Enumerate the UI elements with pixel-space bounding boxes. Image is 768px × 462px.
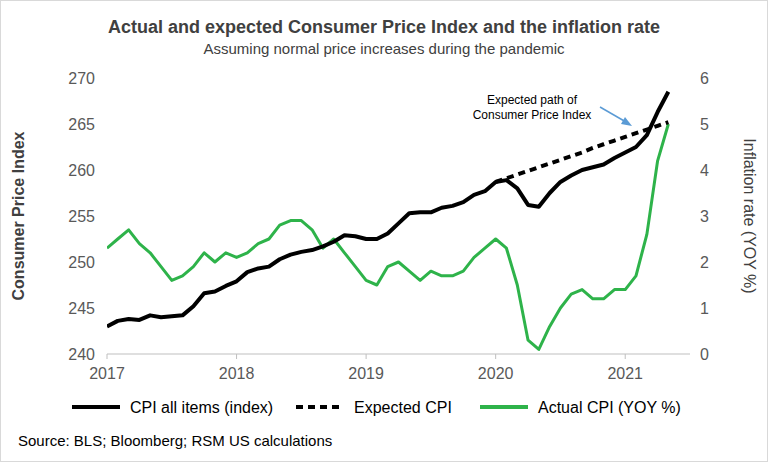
- arrow-line: [600, 107, 626, 122]
- plot-area: [107, 92, 668, 350]
- annotation: Expected path of: [487, 93, 578, 107]
- y-tick-label: 265: [68, 116, 95, 133]
- legend-label: Actual CPI (YOY %): [538, 399, 681, 416]
- title: Actual and expected Consumer Price Index…: [108, 17, 660, 37]
- y2-axis-title: Inflation rate (YOY %): [741, 138, 758, 293]
- legend-swatch: [296, 405, 344, 409]
- subtitle: Assuming normal price increases during t…: [203, 40, 565, 57]
- y2-tick-label: 5: [700, 116, 709, 133]
- x-tick: [236, 354, 237, 359]
- series-line: [107, 124, 668, 349]
- x-tick: [107, 354, 108, 359]
- y-tick-label: 240: [68, 346, 95, 363]
- legend: CPI all items (index) Expected CPI Actual …: [72, 399, 681, 416]
- y2-tick-label: 6: [700, 70, 709, 87]
- legend-swatch: [480, 405, 528, 409]
- y-tick-label: 270: [68, 70, 95, 87]
- x-tick: [625, 354, 626, 359]
- arrow-head: [621, 117, 632, 126]
- chart: Actual and expected Consumer Price Index…: [0, 0, 768, 462]
- x-tick-label: 2021: [607, 365, 643, 382]
- x-tick-label: 2020: [478, 365, 514, 382]
- x-tick-label: 2018: [219, 365, 255, 382]
- x-tick-label: 2019: [348, 365, 384, 382]
- chart-border: [1, 1, 768, 462]
- series-line: [107, 92, 668, 327]
- y-tick-label: 245: [68, 300, 95, 317]
- legend-label: Expected CPI: [354, 399, 452, 416]
- annotation: Consumer Price Index: [473, 108, 592, 122]
- x-tick: [366, 354, 367, 359]
- y-axis-title: Consumer Price Index: [10, 131, 27, 300]
- x-tick-label: 2017: [89, 365, 125, 382]
- y-tick-label: 260: [68, 162, 95, 179]
- x-axis-line: [107, 354, 690, 355]
- legend-label: CPI all items (index): [130, 399, 273, 416]
- y2-tick-label: 3: [700, 208, 709, 225]
- y2-tick-label: 2: [700, 254, 709, 271]
- x-tick: [495, 354, 496, 359]
- y2-tick-label: 4: [700, 162, 709, 179]
- annotation-arrow: [600, 107, 632, 126]
- y2-tick-label: 0: [700, 346, 709, 363]
- y-tick-label: 250: [68, 254, 95, 271]
- legend-swatch: [72, 405, 120, 409]
- y-tick-label: 255: [68, 208, 95, 225]
- series-line: [496, 122, 669, 182]
- source: Source: BLS; Bloomberg; RSM US calculati…: [18, 432, 332, 449]
- y2-tick-label: 1: [700, 300, 709, 317]
